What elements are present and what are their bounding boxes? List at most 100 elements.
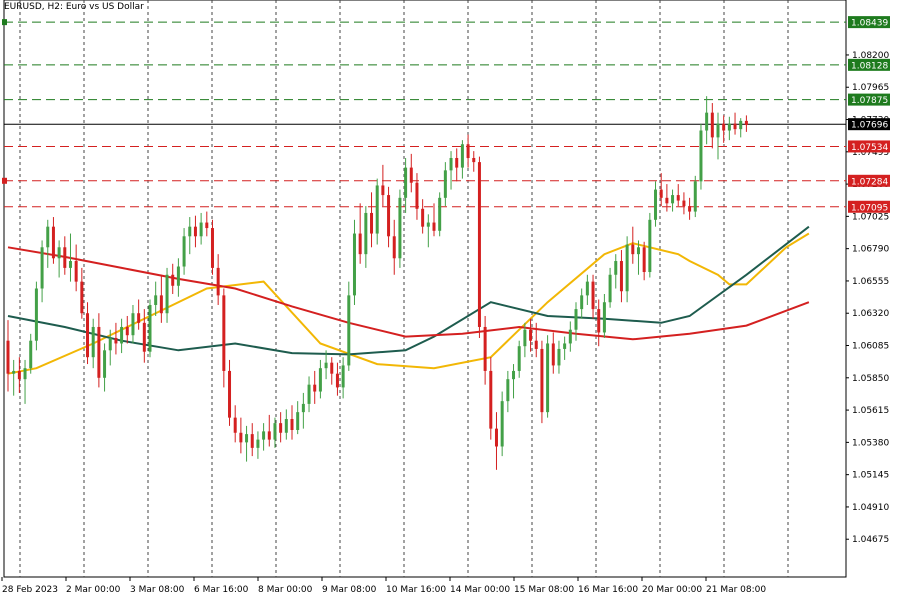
candle-body [103,350,107,378]
candle-body [347,295,351,366]
candle-body [568,329,572,344]
time-tick-label: 10 Mar 16:00 [386,585,446,595]
candle-body [63,247,67,268]
candle-body [12,370,16,374]
current-price-label: 1.07696 [851,121,888,131]
level-handle[interactable] [2,177,7,184]
candle-body [228,370,232,418]
moving-average-line [7,225,810,356]
candle-body [23,368,27,380]
time-tick-label: 16 Mar 16:00 [578,585,638,595]
candle-body [57,247,61,259]
candle-body [483,326,487,371]
candle-body [154,295,158,305]
candle-body [301,403,305,413]
plot-frame [3,0,847,578]
candle-body [727,123,731,131]
level-tag-label: 1.07284 [851,177,888,187]
candle-body [574,309,578,330]
candle-body [222,295,226,371]
candle-body [608,274,612,303]
candle-body [523,329,527,347]
candle-body [375,185,379,234]
candle-body [648,219,652,273]
time-tick-label: 20 Mar 00:00 [642,585,702,595]
candle-body [398,197,402,259]
moving-average-line [7,232,810,375]
candle-body [290,419,294,431]
candle-body [279,423,283,433]
candle-body [688,206,692,212]
candle-body [506,379,510,402]
price-tick-label: 1.08200 [852,51,889,61]
candle-body [80,281,84,314]
candle-body [443,170,447,198]
candle-body [46,226,50,248]
price-tick-label: 1.07025 [852,212,889,222]
level-tag-label: 1.07534 [851,143,888,153]
candle-body [619,261,623,292]
candle-body [432,222,436,231]
candle-body [682,200,686,207]
candle-body [313,384,317,392]
price-tick-label: 1.04910 [852,503,889,513]
candle-body [165,274,169,314]
candle-body [580,295,584,310]
candle-body [557,348,561,366]
candle-body [710,112,714,138]
candle-body [193,226,197,237]
candle-body [489,370,493,429]
candle-body [591,281,595,310]
candle-body [114,337,118,344]
level-tag-label: 1.08439 [851,19,888,29]
candle-body [245,434,249,443]
candle-body [250,434,254,448]
level-tag-box [848,16,890,29]
time-tick-label: 2 Mar 00:00 [66,585,121,595]
candle-body [188,226,192,237]
price-tick-label: 1.07495 [852,148,889,158]
candle-body [415,182,419,209]
candle-body [636,247,640,255]
candle-body [86,313,90,358]
candle-body [256,439,260,448]
moving-average-line [7,246,810,341]
candle-body [387,195,391,237]
price-tick-label: 1.07965 [852,83,889,93]
candle-body [517,346,521,371]
candle-body [120,326,124,344]
candle-body [676,195,680,201]
chart-title: EURUSD, H2: Euro vs US Dollar [4,2,144,12]
candle-body [540,348,544,413]
candle-body [296,412,300,431]
candle-body [392,236,396,259]
candle-body [625,244,629,292]
candle-body [546,343,550,413]
candle-body [284,419,288,433]
candle-body [381,185,385,196]
candle-body [460,144,464,168]
candle-body [68,261,72,268]
price-tick-label: 1.05615 [852,406,889,416]
time-tick-label: 21 Mar 08:00 [706,585,766,595]
candle-body [744,120,748,126]
candle-body [739,120,743,130]
level-tag-box [848,140,890,153]
candle-body [494,428,498,447]
time-tick-label: 3 Mar 08:00 [130,585,185,595]
level-tag-label: 1.08128 [851,61,888,71]
level-tag-box [848,174,890,187]
candle-body [466,144,470,158]
candle-body [233,417,237,433]
candle-body [307,384,311,404]
level-handle[interactable] [2,19,7,26]
candle-body [125,326,129,336]
candle-body [91,326,95,358]
time-tick-label: 9 Mar 08:00 [322,585,377,595]
candle-body [665,197,669,204]
candle-body [148,304,152,352]
candle-body [404,167,408,198]
price-tick-label: 1.05380 [852,438,889,448]
